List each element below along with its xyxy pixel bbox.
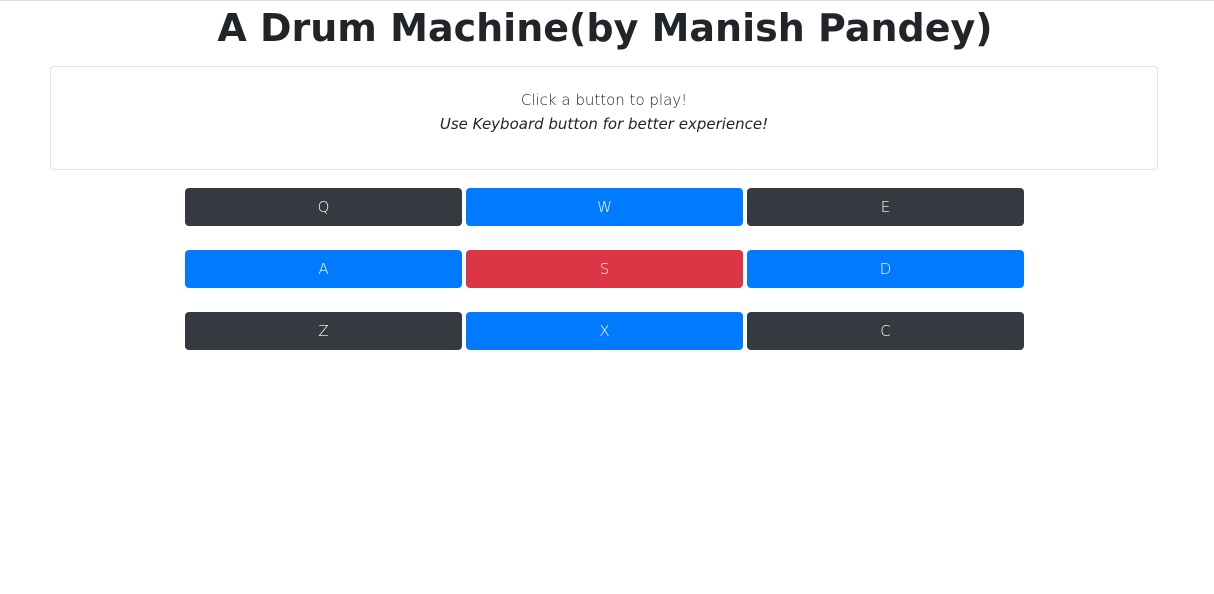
top-divider	[0, 0, 1214, 1]
display-prompt: Click a button to play!	[520, 91, 688, 109]
pad-row: Q W E	[185, 188, 1025, 226]
drum-pad-grid: Q W E A S D Z X C	[185, 188, 1025, 374]
drum-pad-q[interactable]: Q	[185, 188, 462, 226]
drum-pad-d[interactable]: D	[747, 250, 1024, 288]
drum-pad-w[interactable]: W	[466, 188, 743, 226]
drum-pad-e[interactable]: E	[747, 188, 1024, 226]
display-panel: Click a button to play! Use Keyboard but…	[50, 66, 1158, 170]
drum-pad-x[interactable]: X	[466, 312, 743, 350]
drum-pad-z[interactable]: Z	[185, 312, 462, 350]
drum-pad-a[interactable]: A	[185, 250, 462, 288]
pad-row: Z X C	[185, 312, 1025, 350]
page-title: A Drum Machine(by Manish Pandey)	[217, 6, 993, 50]
display-hint: Use Keyboard button for better experienc…	[439, 115, 769, 133]
drum-pad-c[interactable]: C	[747, 312, 1024, 350]
pad-row: A S D	[185, 250, 1025, 288]
drum-pad-s[interactable]: S	[466, 250, 743, 288]
